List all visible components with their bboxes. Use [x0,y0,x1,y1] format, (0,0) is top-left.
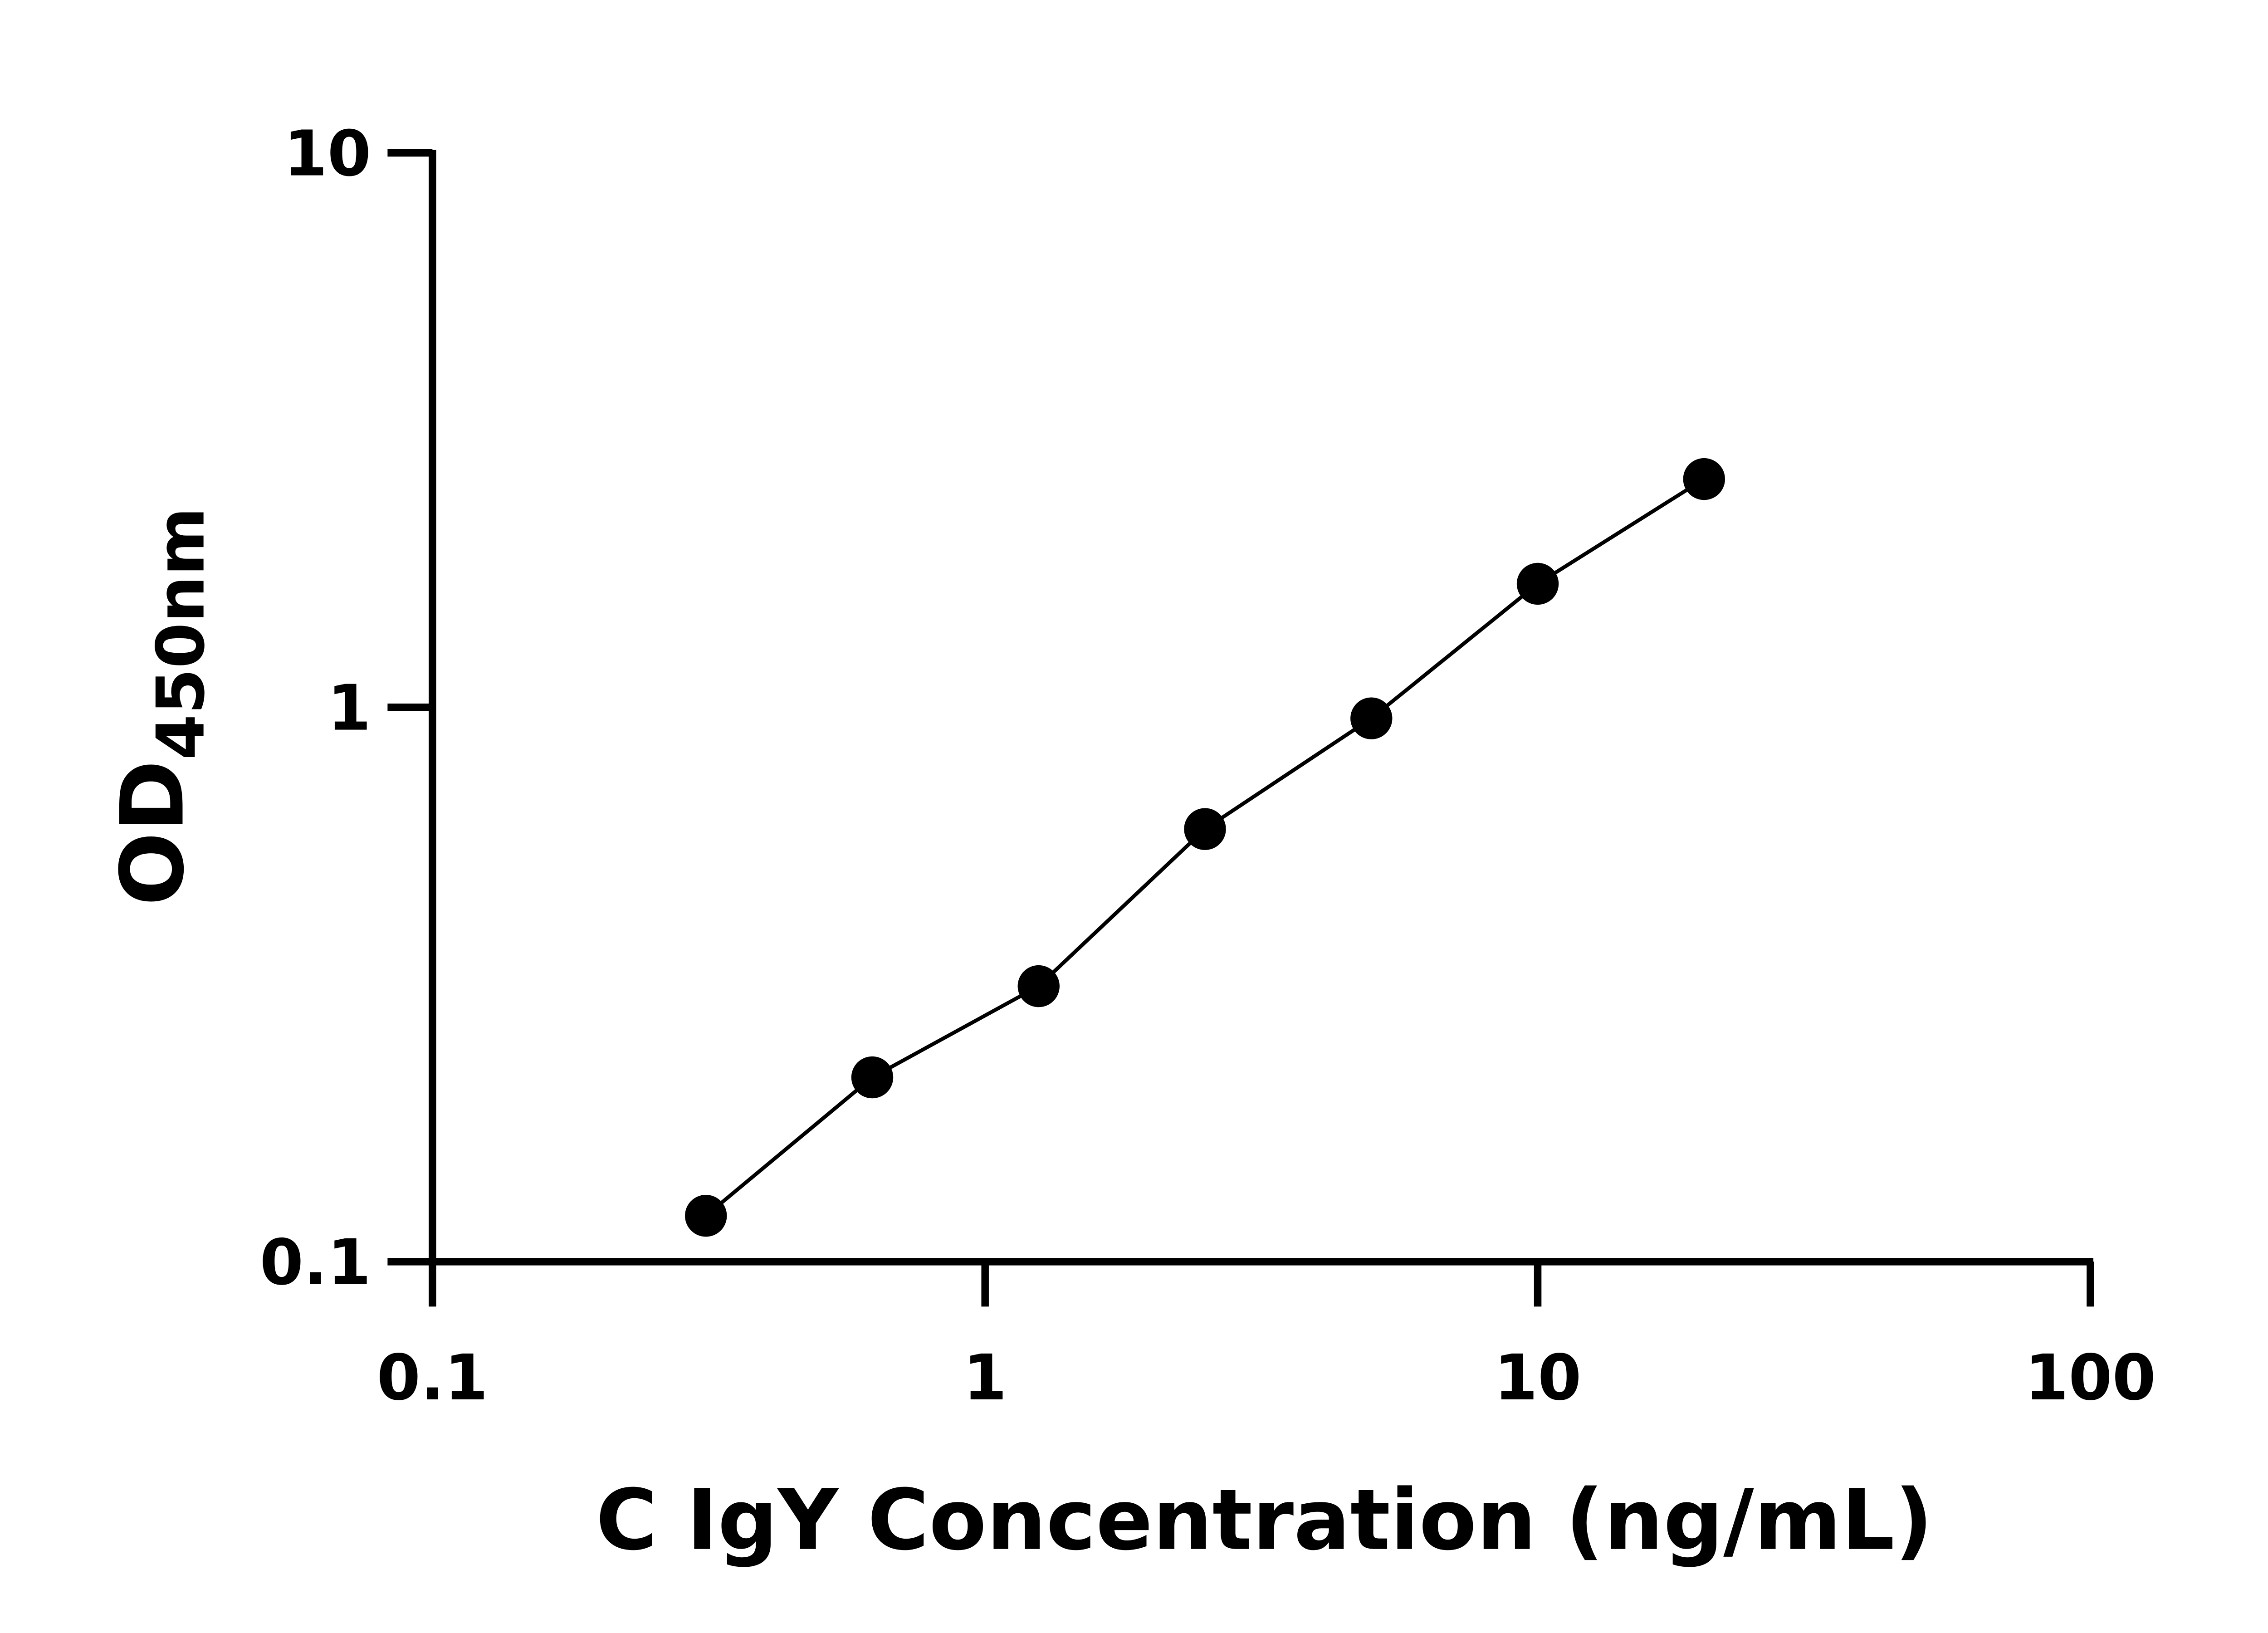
y-tick-label: 1 [327,671,371,745]
x-tick-label: 100 [2025,1341,2156,1414]
data-point [685,1195,727,1237]
data-point [1683,458,1725,500]
data-point [1350,697,1393,739]
x-tick-label: 1 [963,1341,1007,1414]
data-point [1017,965,1060,1007]
y-axis-label-subscript: 450nm [143,507,220,760]
y-axis-label: OD450nm [102,507,219,906]
y-tick-label: 10 [284,117,371,190]
x-axis-label: C IgY Concentration (ng/mL) [596,1472,1933,1569]
y-tick-label: 0.1 [260,1226,371,1299]
x-tick-label: 0.1 [377,1341,488,1414]
data-point [1516,562,1559,605]
data-point [851,1056,894,1099]
x-tick-label: 10 [1494,1341,1582,1414]
y-axis-label-main: OD [102,760,203,906]
data-point [1184,808,1226,850]
